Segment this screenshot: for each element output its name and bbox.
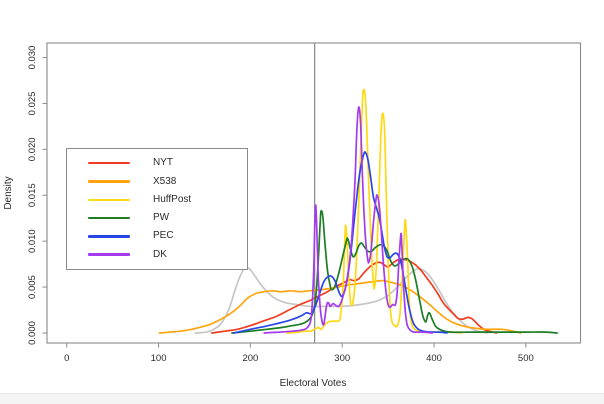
x-tick-label: 200 — [242, 353, 258, 364]
pec-line-swatch — [88, 235, 130, 238]
x-tick-label: 300 — [334, 353, 350, 364]
y-tick-label: 0.025 — [27, 92, 38, 116]
plot-border — [46, 42, 582, 344]
x-tick-label: 0 — [64, 353, 69, 364]
y-tick-label: 0.015 — [27, 183, 38, 207]
density-curve-huffpost — [286, 88, 463, 334]
legend: NYT X538 HuffPost PW PEC DK — [66, 148, 248, 270]
dk-line-swatch — [88, 253, 130, 256]
legend-label-x538: X538 — [153, 175, 177, 187]
huffpost-line-swatch — [88, 198, 130, 202]
legend-item-x538: X538 — [67, 174, 247, 190]
x538-line-swatch — [88, 180, 130, 183]
legend-label-pw: PW — [153, 212, 170, 224]
y-tick-label: 0.005 — [27, 275, 38, 299]
curves-layer — [158, 43, 558, 343]
legend-item-nyt: NYT — [67, 155, 247, 171]
y-tick-label: 0.020 — [27, 137, 38, 161]
legend-item-huffpost: HuffPost — [67, 192, 247, 208]
pw-line-swatch — [88, 216, 130, 220]
density-curve-dk — [263, 106, 434, 334]
x-axis-title: Electoral Votes — [280, 378, 347, 389]
x-tick-label: 400 — [426, 353, 442, 364]
density-curve-unlabeled-gray — [194, 266, 489, 334]
y-tick-label: 0.010 — [27, 229, 38, 253]
window-bottom-strip — [0, 393, 604, 404]
y-tick-label: 0.000 — [27, 321, 38, 345]
legend-label-huffpost: HuffPost — [153, 193, 192, 205]
legend-label-nyt: NYT — [153, 157, 173, 169]
legend-item-dk: DK — [67, 247, 247, 263]
legend-label-pec: PEC — [153, 230, 174, 242]
axes-layer: 0 100 200 300 400 500 0.000 0.005 0.010 0.015 0.02… — [27, 42, 582, 364]
x-tick-label: 100 — [151, 353, 167, 364]
y-axis-title: Density — [3, 176, 14, 209]
nyt-line-swatch — [88, 162, 130, 165]
x-tick-label: 500 — [518, 353, 534, 364]
legend-item-pw: PW — [67, 210, 247, 226]
density-curve-nyt — [210, 258, 498, 334]
legend-item-pec: PEC — [67, 228, 247, 244]
y-tick-label: 0.030 — [27, 46, 38, 70]
density-curve-x538 — [158, 279, 522, 334]
legend-label-dk: DK — [153, 248, 167, 260]
